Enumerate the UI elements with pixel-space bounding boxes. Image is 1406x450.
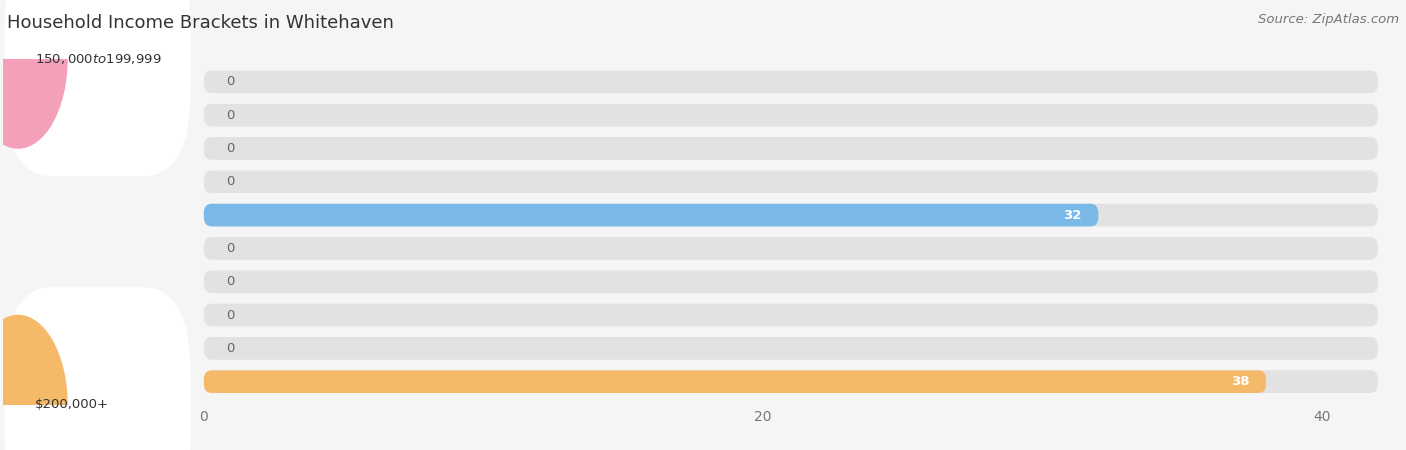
FancyBboxPatch shape [204,204,1378,226]
FancyBboxPatch shape [204,370,1265,393]
FancyBboxPatch shape [204,71,1378,93]
Text: 0: 0 [226,175,235,188]
Text: 32: 32 [1063,209,1081,221]
FancyBboxPatch shape [4,0,191,176]
Text: 0: 0 [226,75,235,88]
FancyBboxPatch shape [204,270,1378,293]
FancyBboxPatch shape [204,304,1378,326]
Text: $150,000 to $199,999: $150,000 to $199,999 [35,51,162,66]
Text: 0: 0 [226,275,235,288]
FancyBboxPatch shape [4,287,191,450]
Text: 0: 0 [226,108,235,122]
FancyBboxPatch shape [204,370,1378,393]
Text: Household Income Brackets in Whitehaven: Household Income Brackets in Whitehaven [7,14,394,32]
Text: 0: 0 [226,142,235,155]
Circle shape [0,315,67,450]
FancyBboxPatch shape [204,204,1098,226]
Circle shape [0,0,67,148]
FancyBboxPatch shape [204,237,1378,260]
Text: 0: 0 [226,342,235,355]
Text: 0: 0 [226,309,235,322]
Text: $200,000+: $200,000+ [35,399,110,411]
FancyBboxPatch shape [204,171,1378,193]
Text: 38: 38 [1230,375,1250,388]
FancyBboxPatch shape [204,137,1378,160]
FancyBboxPatch shape [204,337,1378,360]
Text: 0: 0 [226,242,235,255]
FancyBboxPatch shape [204,104,1378,126]
Text: Source: ZipAtlas.com: Source: ZipAtlas.com [1258,14,1399,27]
